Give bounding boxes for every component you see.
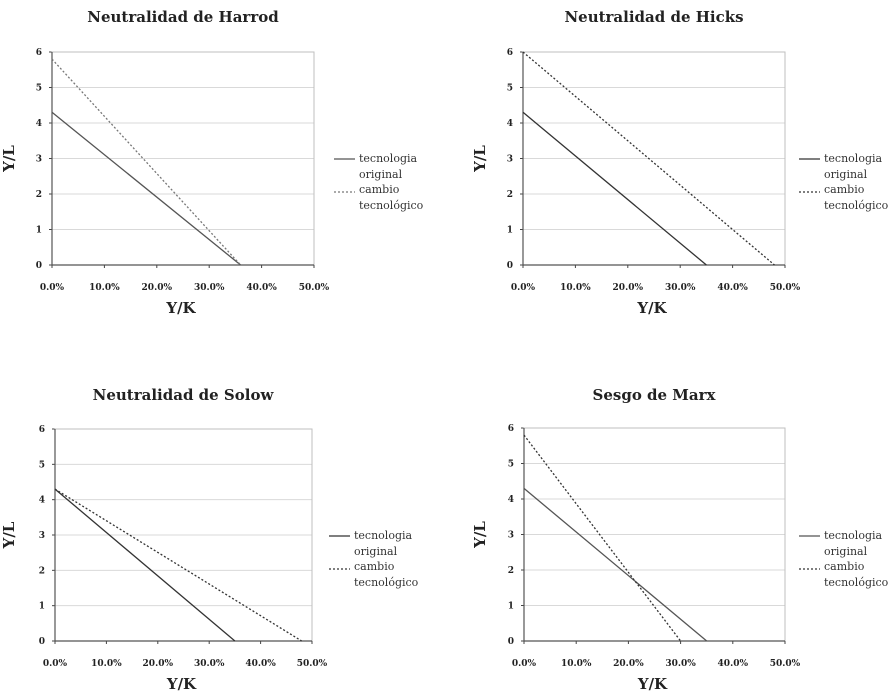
y-tick-label: 2 xyxy=(507,190,513,200)
legend-label-original: tecnologia xyxy=(824,152,882,165)
x-tick-label: 50.0% xyxy=(297,659,328,669)
x-axis-title: Y/K xyxy=(165,299,196,317)
chart-panel-4: Sesgo de Marx 0 1 2 3 4 5 6 0.0% 10.0% 20.0% 30.0% 4… xyxy=(471,386,889,693)
y-axis-title: Y/L xyxy=(0,521,18,549)
x-tick-label: 10.0% xyxy=(560,283,591,293)
x-axis-title: Y/K xyxy=(636,299,667,317)
legend: tecnologia original cambio tecnológico xyxy=(799,529,889,589)
legend-label-original-cont: original xyxy=(824,168,868,181)
legend-label-change: cambio xyxy=(824,183,865,196)
legend-label-change-cont: tecnológico xyxy=(354,576,419,589)
y-tick-label: 6 xyxy=(507,48,513,58)
x-tick-label: 30.0% xyxy=(665,283,696,293)
x-tick-label: 10.0% xyxy=(561,659,592,669)
y-axis-title: Y/L xyxy=(0,145,18,173)
x-tick-label: 40.0% xyxy=(245,659,276,669)
y-tick-label: 5 xyxy=(507,84,513,94)
y-tick-label: 1 xyxy=(507,226,513,236)
chart-panel-2: Neutralidad de Hicks 0 1 2 3 4 5 6 0.0% 10.0% 20.0… xyxy=(471,8,889,317)
x-tick-label: 50.0% xyxy=(770,659,801,669)
x-axis-title: Y/K xyxy=(637,675,668,693)
legend-label-change: cambio xyxy=(354,560,395,573)
x-tick-label: 30.0% xyxy=(194,659,225,669)
legend-label-original-cont: original xyxy=(354,545,398,558)
chart-title: Neutralidad de Hicks xyxy=(564,8,743,26)
legend: tecnologia original cambio tecnológico xyxy=(799,152,889,212)
x-tick-label: 20.0% xyxy=(613,283,644,293)
y-tick-label: 4 xyxy=(507,119,513,129)
y-tick-label: 6 xyxy=(508,424,514,434)
y-tick-label: 0 xyxy=(39,637,45,647)
x-tick-label: 30.0% xyxy=(194,283,225,293)
legend-label-change: cambio xyxy=(824,560,865,573)
y-tick-label: 3 xyxy=(507,155,513,165)
x-tick-label: 0.0% xyxy=(511,283,536,293)
y-tick-label: 2 xyxy=(36,190,42,200)
chart-panel-1: Neutralidad de Harrod 0 1 2 3 4 5 6 0.0% 10.0% 20.… xyxy=(0,8,424,317)
x-tick-label: 10.0% xyxy=(91,659,122,669)
y-tick-label: 5 xyxy=(36,84,42,94)
x-tick-label: 20.0% xyxy=(142,283,173,293)
legend-label-change-cont: tecnológico xyxy=(824,199,889,212)
chart-title: Neutralidad de Solow xyxy=(93,386,275,404)
series-line-original xyxy=(51,111,242,266)
y-tick-label: 2 xyxy=(39,566,45,576)
legend: tecnologia original cambio tecnológico xyxy=(334,152,424,212)
chart-title: Sesgo de Marx xyxy=(593,386,717,404)
x-tick-label: 30.0% xyxy=(665,659,696,669)
series-line-original xyxy=(523,487,708,642)
y-tick-label: 0 xyxy=(507,261,513,271)
legend-label-original-cont: original xyxy=(824,545,868,558)
legend-label-original: tecnologia xyxy=(354,529,412,542)
legend: tecnologia original cambio tecnológico xyxy=(329,529,419,589)
y-tick-label: 2 xyxy=(508,566,514,576)
legend-label-change-cont: tecnológico xyxy=(824,576,889,589)
y-tick-label: 5 xyxy=(39,460,45,470)
legend-label-change: cambio xyxy=(359,183,400,196)
y-axis-title: Y/L xyxy=(471,521,489,549)
y-tick-label: 3 xyxy=(36,155,42,165)
x-tick-label: 0.0% xyxy=(40,283,65,293)
y-axis-title: Y/L xyxy=(471,145,489,173)
legend-label-original: tecnologia xyxy=(359,152,417,165)
x-tick-label: 10.0% xyxy=(89,283,120,293)
x-tick-label: 20.0% xyxy=(143,659,174,669)
series-line-original xyxy=(522,111,707,266)
series-line-change xyxy=(54,488,303,642)
series-line-change xyxy=(51,58,242,266)
x-tick-label: 50.0% xyxy=(770,283,801,293)
x-tick-label: 40.0% xyxy=(717,283,748,293)
chart-title: Neutralidad de Harrod xyxy=(87,8,279,26)
x-tick-label: 50.0% xyxy=(299,283,330,293)
x-axis-title: Y/K xyxy=(166,675,197,693)
x-tick-label: 40.0% xyxy=(718,659,749,669)
legend-label-original-cont: original xyxy=(359,168,403,181)
y-tick-label: 6 xyxy=(36,48,42,58)
y-tick-label: 1 xyxy=(508,602,514,612)
x-tick-label: 0.0% xyxy=(512,659,537,669)
series-line-change xyxy=(522,51,775,266)
y-tick-label: 0 xyxy=(508,637,514,647)
series-line-change xyxy=(523,434,682,642)
y-tick-label: 3 xyxy=(39,531,45,541)
legend-label-change-cont: tecnológico xyxy=(359,199,424,212)
y-tick-label: 4 xyxy=(508,495,514,505)
y-tick-label: 1 xyxy=(39,602,45,612)
legend-label-original: tecnologia xyxy=(824,529,882,542)
y-tick-label: 3 xyxy=(508,531,514,541)
y-tick-label: 1 xyxy=(36,226,42,236)
chart-panel-3: Neutralidad de Solow 0 1 2 3 4 5 6 0.0% 10.0% 20.0… xyxy=(0,386,419,693)
x-tick-label: 40.0% xyxy=(246,283,277,293)
y-tick-label: 6 xyxy=(39,425,45,435)
x-tick-label: 0.0% xyxy=(43,659,68,669)
y-tick-label: 0 xyxy=(36,261,42,271)
y-tick-label: 4 xyxy=(39,496,45,506)
y-tick-label: 4 xyxy=(36,119,42,129)
series-line-original xyxy=(54,488,236,642)
y-tick-label: 5 xyxy=(508,460,514,470)
x-tick-label: 20.0% xyxy=(613,659,644,669)
